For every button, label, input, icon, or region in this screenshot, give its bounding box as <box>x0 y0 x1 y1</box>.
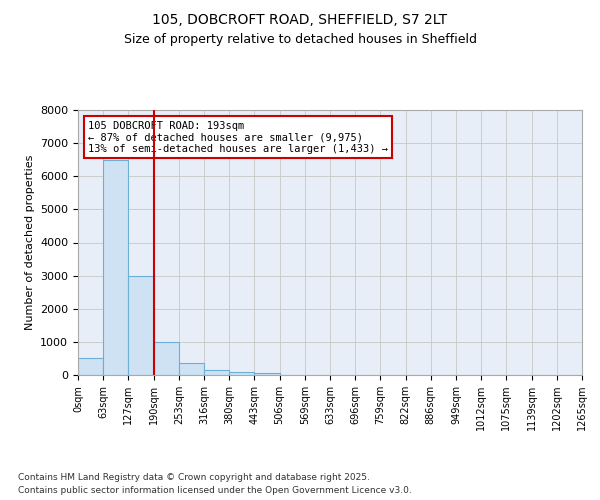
Bar <box>128 276 154 375</box>
Y-axis label: Number of detached properties: Number of detached properties <box>25 155 35 330</box>
Bar <box>204 370 229 375</box>
Bar <box>154 342 179 375</box>
Bar <box>179 364 204 375</box>
Bar <box>78 358 103 375</box>
Text: Size of property relative to detached houses in Sheffield: Size of property relative to detached ho… <box>124 32 476 46</box>
Text: 105 DOBCROFT ROAD: 193sqm
← 87% of detached houses are smaller (9,975)
13% of se: 105 DOBCROFT ROAD: 193sqm ← 87% of detac… <box>88 120 388 154</box>
Bar <box>103 160 128 375</box>
Text: Contains HM Land Registry data © Crown copyright and database right 2025.: Contains HM Land Registry data © Crown c… <box>18 472 370 482</box>
Bar <box>254 374 280 375</box>
Bar <box>229 372 254 375</box>
Text: Contains public sector information licensed under the Open Government Licence v3: Contains public sector information licen… <box>18 486 412 495</box>
Text: 105, DOBCROFT ROAD, SHEFFIELD, S7 2LT: 105, DOBCROFT ROAD, SHEFFIELD, S7 2LT <box>152 12 448 26</box>
